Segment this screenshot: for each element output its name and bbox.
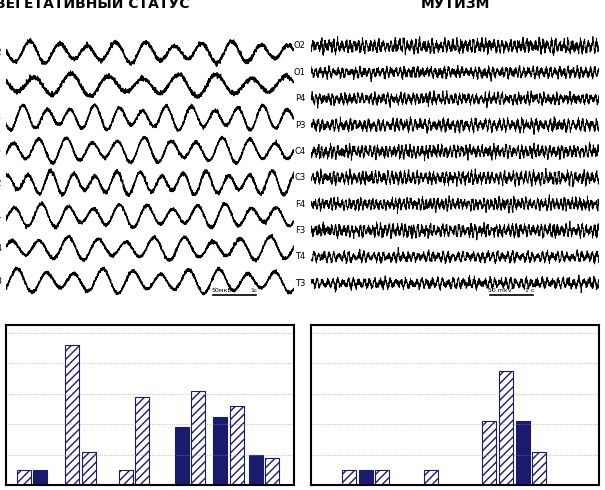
Bar xyxy=(376,470,390,485)
Bar xyxy=(136,397,149,485)
Text: МУТИЗМ: МУТИЗМ xyxy=(420,0,489,11)
Bar xyxy=(499,371,513,485)
Bar xyxy=(532,452,546,485)
Text: 1 с: 1 с xyxy=(525,288,534,293)
Text: C3: C3 xyxy=(0,146,2,155)
Text: F3: F3 xyxy=(295,226,306,235)
Text: Fp1: Fp1 xyxy=(0,211,2,220)
Text: F4: F4 xyxy=(295,199,306,209)
Bar xyxy=(342,470,356,485)
Text: O1: O1 xyxy=(293,68,306,77)
Text: Fp2: Fp2 xyxy=(0,178,2,188)
Text: T3: T3 xyxy=(295,279,306,288)
Text: P3: P3 xyxy=(295,121,306,129)
Bar xyxy=(482,421,497,485)
Text: T4: T4 xyxy=(0,244,2,253)
Bar xyxy=(424,470,438,485)
Text: O2: O2 xyxy=(293,42,306,50)
Bar xyxy=(265,458,280,485)
Text: 1с: 1с xyxy=(250,288,258,293)
Bar xyxy=(82,452,96,485)
Text: C3: C3 xyxy=(294,173,306,182)
Text: C4: C4 xyxy=(294,147,306,156)
Bar xyxy=(229,406,244,485)
Bar xyxy=(515,421,529,485)
Text: 50 mkV: 50 mkV xyxy=(488,288,512,293)
Text: ВЕГЕТАТИВНЫЙ СТАТУС: ВЕГЕТАТИВНЫЙ СТАТУС xyxy=(0,0,189,11)
Bar xyxy=(119,470,132,485)
Bar xyxy=(213,416,227,485)
Bar xyxy=(191,391,205,485)
Bar xyxy=(17,470,31,485)
Bar xyxy=(33,470,47,485)
Text: 50мкВ: 50мкВ xyxy=(212,288,232,293)
Bar xyxy=(359,470,373,485)
Text: T3: T3 xyxy=(0,276,2,286)
Bar xyxy=(249,455,263,485)
Bar xyxy=(65,345,79,485)
Text: O2: O2 xyxy=(0,48,2,57)
Bar xyxy=(175,427,189,485)
Text: C4: C4 xyxy=(0,113,2,122)
Text: T4: T4 xyxy=(295,252,306,261)
Text: O1: O1 xyxy=(0,80,2,90)
Text: P4: P4 xyxy=(295,94,306,103)
